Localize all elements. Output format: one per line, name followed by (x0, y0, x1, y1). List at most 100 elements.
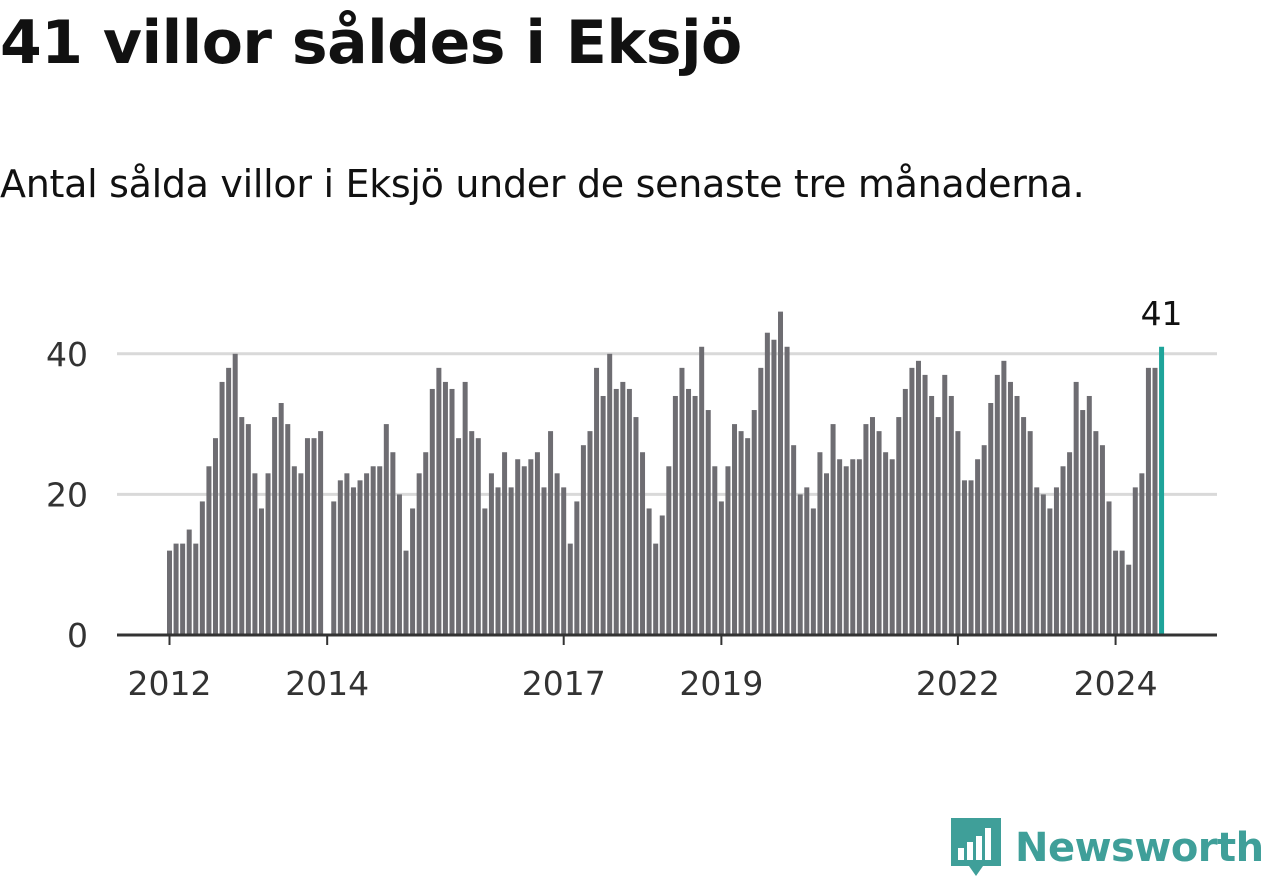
bar (646, 508, 652, 635)
bar (613, 388, 619, 635)
bar (1126, 564, 1132, 635)
bar (199, 501, 205, 635)
bar (495, 487, 501, 635)
bar (1113, 550, 1119, 635)
bars (167, 311, 1165, 635)
bar (896, 417, 902, 635)
bar (180, 543, 186, 635)
bar (594, 367, 600, 635)
bar (548, 431, 554, 635)
bar (1027, 431, 1033, 635)
chart-subtitle: Antal sålda villor i Eksjö under de sena… (0, 162, 1085, 206)
bar (1139, 473, 1145, 635)
bar (1073, 381, 1079, 635)
bar (929, 395, 935, 635)
bar (1053, 487, 1059, 635)
bar (1034, 487, 1040, 635)
bar (994, 374, 1000, 635)
bar (311, 438, 317, 635)
bar (219, 381, 225, 635)
bar (344, 473, 350, 635)
bar (1086, 395, 1092, 635)
bar (291, 466, 297, 635)
bar (337, 480, 343, 635)
bar (758, 367, 764, 635)
bar (975, 459, 981, 635)
bar (692, 395, 698, 635)
bar (1067, 452, 1073, 635)
bar (245, 424, 251, 635)
bar (1099, 445, 1105, 635)
bar (804, 487, 810, 635)
bar (1047, 508, 1053, 635)
bar (686, 388, 692, 635)
bar (679, 367, 685, 635)
bar (633, 417, 639, 635)
bar (1014, 395, 1020, 635)
x-tick-label: 2017 (522, 664, 606, 703)
bar (403, 550, 409, 635)
bar (423, 452, 429, 635)
bar (528, 459, 534, 635)
newsworthy-logo: Newsworthy (951, 818, 1262, 878)
bar (732, 424, 738, 635)
y-tick-label: 0 (67, 616, 88, 655)
bar (304, 438, 310, 635)
bar (784, 346, 790, 635)
bar (298, 473, 304, 635)
labels: 0 20 40 2012 2014 2017 2019 2022 2024 41 (46, 294, 1183, 703)
bar (745, 438, 751, 635)
bar (850, 459, 856, 635)
bar (449, 388, 455, 635)
bar (837, 459, 843, 635)
chart-title: 41 villor såldes i Eksjö (0, 8, 742, 78)
bar (883, 452, 889, 635)
bar (778, 311, 784, 635)
bar (909, 367, 915, 635)
bar (285, 424, 291, 635)
bar (377, 466, 383, 635)
bar (791, 445, 797, 635)
bar (1119, 550, 1125, 635)
bar (1001, 360, 1007, 635)
bar (935, 417, 941, 635)
bar (561, 487, 567, 635)
bar (699, 346, 705, 635)
x-tick-label: 2022 (916, 664, 1000, 703)
bar (600, 395, 606, 635)
bar (620, 381, 626, 635)
bar (672, 395, 678, 635)
bar (640, 452, 646, 635)
bar (902, 388, 908, 635)
bar (712, 466, 718, 635)
bar (456, 438, 462, 635)
bar (278, 403, 284, 635)
bar (272, 417, 278, 635)
bar (1145, 367, 1151, 635)
bar (442, 381, 448, 635)
bar (915, 360, 921, 635)
x-tick-label: 2024 (1074, 664, 1158, 703)
bar (416, 473, 422, 635)
bar (771, 339, 777, 635)
bar (738, 431, 744, 635)
bar (206, 466, 212, 635)
bar (318, 431, 324, 635)
bar (390, 452, 396, 635)
bar (232, 353, 238, 635)
bar (843, 466, 849, 635)
bar (383, 424, 389, 635)
bar (1021, 417, 1027, 635)
bar (462, 381, 468, 635)
bar (534, 452, 540, 635)
bar (574, 501, 580, 635)
bar (955, 431, 961, 635)
y-tick-label: 20 (46, 475, 88, 514)
bar (173, 543, 179, 635)
bar (666, 466, 672, 635)
bar (817, 452, 823, 635)
bar-latest (1159, 346, 1165, 635)
axes (117, 633, 1217, 645)
bar (764, 332, 770, 635)
